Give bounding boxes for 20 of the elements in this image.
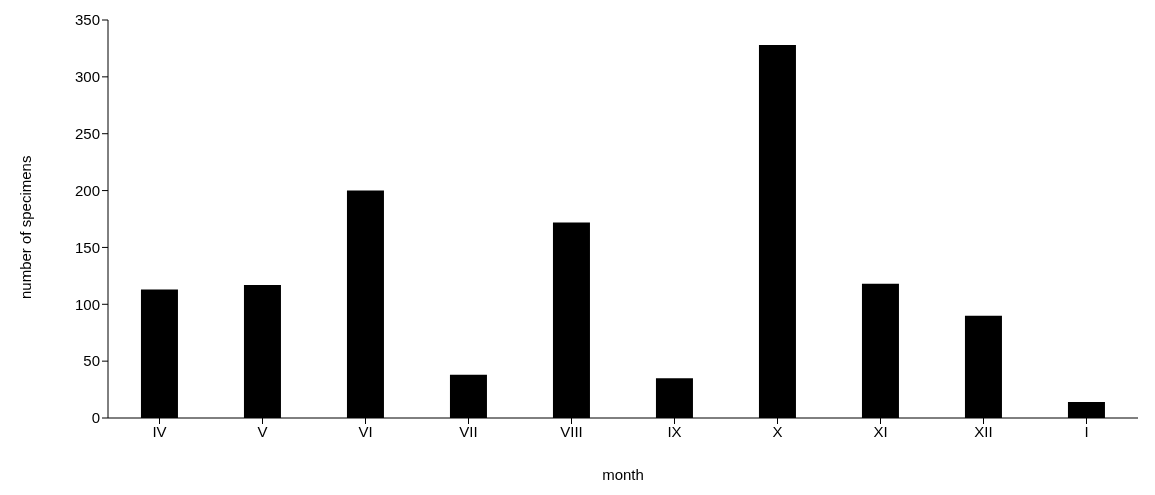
x-tick-label: I xyxy=(1084,422,1089,440)
x-tick-label: IX xyxy=(667,422,682,440)
y-tick-label: 50 xyxy=(83,352,100,370)
y-tick-label: 200 xyxy=(74,181,100,199)
x-tick-label: X xyxy=(772,422,783,440)
x-tick-label: VIII xyxy=(560,422,583,440)
x-tick-label: IV xyxy=(152,422,167,440)
y-tick-label: 0 xyxy=(91,409,100,427)
y-tick-label: 300 xyxy=(74,68,100,86)
y-tick-label: 350 xyxy=(74,11,100,29)
x-tick-label: VI xyxy=(358,422,373,440)
x-tick-label: V xyxy=(257,422,268,440)
y-tick-label: 100 xyxy=(74,295,100,313)
y-tick-label: 250 xyxy=(74,125,100,143)
x-tick-label: XI xyxy=(873,422,888,440)
x-tick-label: XII xyxy=(974,422,993,440)
x-tick-label: VII xyxy=(459,422,478,440)
y-axis-title: number of specimens xyxy=(17,155,35,299)
y-tick-label: 150 xyxy=(74,238,100,256)
x-axis-title: month xyxy=(602,466,644,483)
